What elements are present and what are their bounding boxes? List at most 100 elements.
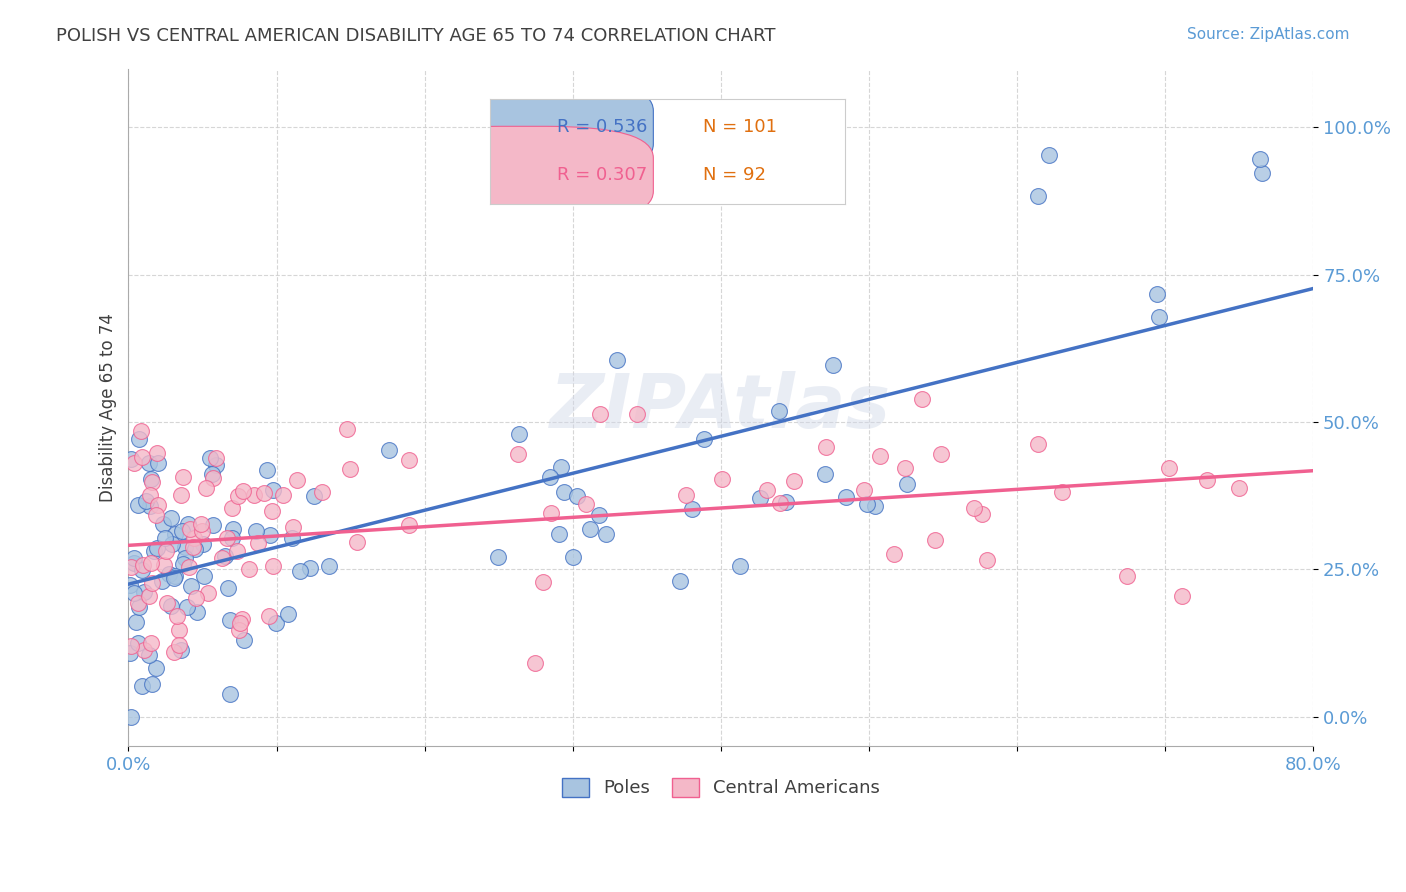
Point (128, 432, 150, 446)
Point (138, 456, 160, 470)
Point (150, 574, 173, 589)
Point (929, 447, 952, 461)
Point (129, 424, 152, 438)
Point (132, 584, 155, 599)
Point (191, 524, 214, 538)
Point (256, 463, 278, 477)
Point (146, 541, 169, 555)
Point (183, 532, 205, 546)
Point (201, 471, 224, 485)
Point (711, 471, 734, 485)
Point (675, 488, 697, 502)
Point (118, 578, 141, 592)
Point (377, 443, 399, 458)
Point (524, 656, 547, 670)
Point (124, 615, 146, 630)
Point (146, 456, 169, 470)
Point (814, 467, 837, 481)
Point (184, 541, 207, 556)
Point (783, 474, 806, 488)
Point (184, 591, 207, 606)
Point (262, 483, 284, 497)
Point (1050, 485, 1073, 500)
Point (232, 483, 254, 498)
Point (195, 481, 218, 495)
Point (226, 489, 249, 503)
Point (1157, 461, 1180, 475)
Point (145, 661, 167, 675)
Point (299, 561, 322, 575)
Point (228, 623, 250, 637)
Point (540, 469, 562, 483)
Text: POLISH VS CENTRAL AMERICAN DISABILITY AGE 65 TO 74 CORRELATION CHART: POLISH VS CENTRAL AMERICAN DISABILITY AG… (56, 27, 776, 45)
Point (749, 491, 772, 506)
Point (170, 488, 193, 502)
Point (128, 600, 150, 615)
Point (288, 564, 311, 578)
Point (229, 615, 252, 630)
Legend: Poles, Central Americans: Poles, Central Americans (554, 771, 887, 805)
Point (668, 574, 690, 589)
Point (398, 517, 420, 532)
Point (273, 488, 295, 502)
Point (122, 556, 145, 570)
Point (163, 645, 186, 659)
Point (176, 600, 198, 615)
Point (222, 522, 245, 536)
Point (139, 636, 162, 650)
Point (681, 502, 703, 516)
Point (143, 543, 166, 558)
Point (547, 527, 569, 541)
Point (835, 490, 858, 504)
Point (257, 609, 280, 624)
Point (138, 590, 160, 604)
Point (562, 549, 585, 564)
Point (179, 522, 201, 536)
Point (336, 421, 359, 435)
Point (896, 477, 918, 491)
Point (565, 489, 588, 503)
Point (1026, 189, 1049, 203)
Point (253, 485, 276, 500)
Point (177, 516, 200, 531)
Point (769, 495, 792, 509)
Point (193, 569, 215, 583)
Point (238, 562, 260, 576)
Point (215, 531, 238, 545)
Point (122, 456, 145, 470)
Point (120, 639, 142, 653)
Text: ZIPAtlas: ZIPAtlas (550, 371, 891, 443)
Point (172, 524, 194, 539)
Point (160, 599, 183, 613)
Point (205, 458, 228, 472)
Point (166, 609, 188, 624)
Point (141, 472, 163, 486)
Point (281, 520, 304, 534)
Point (118, 646, 141, 660)
Point (160, 511, 183, 525)
Point (191, 537, 214, 551)
Point (339, 462, 361, 476)
Point (910, 392, 932, 406)
Point (218, 613, 240, 627)
Point (124, 586, 146, 600)
Point (302, 489, 325, 503)
Point (924, 533, 946, 548)
Point (852, 483, 875, 497)
Point (152, 516, 174, 531)
Point (174, 550, 197, 565)
Point (346, 534, 368, 549)
Point (259, 527, 281, 541)
Point (131, 680, 153, 694)
Point (277, 607, 299, 621)
Point (1038, 148, 1060, 162)
Point (204, 451, 226, 466)
Point (217, 581, 239, 595)
Point (221, 532, 243, 546)
Point (172, 558, 194, 572)
Point (163, 527, 186, 541)
Point (160, 537, 183, 551)
Point (1146, 287, 1168, 301)
Point (127, 596, 149, 610)
Point (311, 484, 333, 499)
